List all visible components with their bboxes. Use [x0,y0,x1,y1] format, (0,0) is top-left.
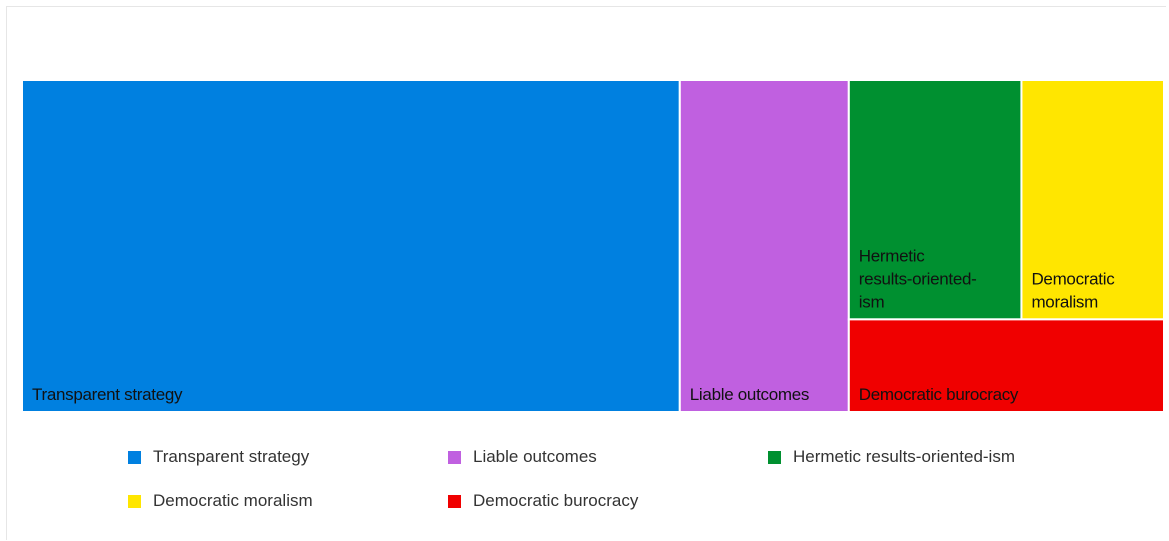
tile-democratic-burocracy[interactable] [847,318,1165,413]
tile-transparent-strategy[interactable] [21,79,681,413]
chart-frame [6,6,1166,540]
tile-transparent-strategy-label: Transparent strategy [32,385,183,404]
tile-liable-outcomes[interactable] [678,79,850,413]
tile-hermetic-results-oriented-ism-label: Hermetic results-oriented-ism [859,246,977,311]
treemap-chart: Transparent strategy Liable outcomes Herme… [21,79,1166,413]
tile-democratic-burocracy-label: Democratic burocracy [859,385,1019,404]
tile-democratic-moralism[interactable] [1020,79,1166,321]
tile-hermetic-results-oriented-ism[interactable] [847,79,1023,321]
tile-democratic-moralism-label: Democratic moralism [1031,269,1115,311]
tile-liable-outcomes-label: Liable outcomes [690,385,809,404]
